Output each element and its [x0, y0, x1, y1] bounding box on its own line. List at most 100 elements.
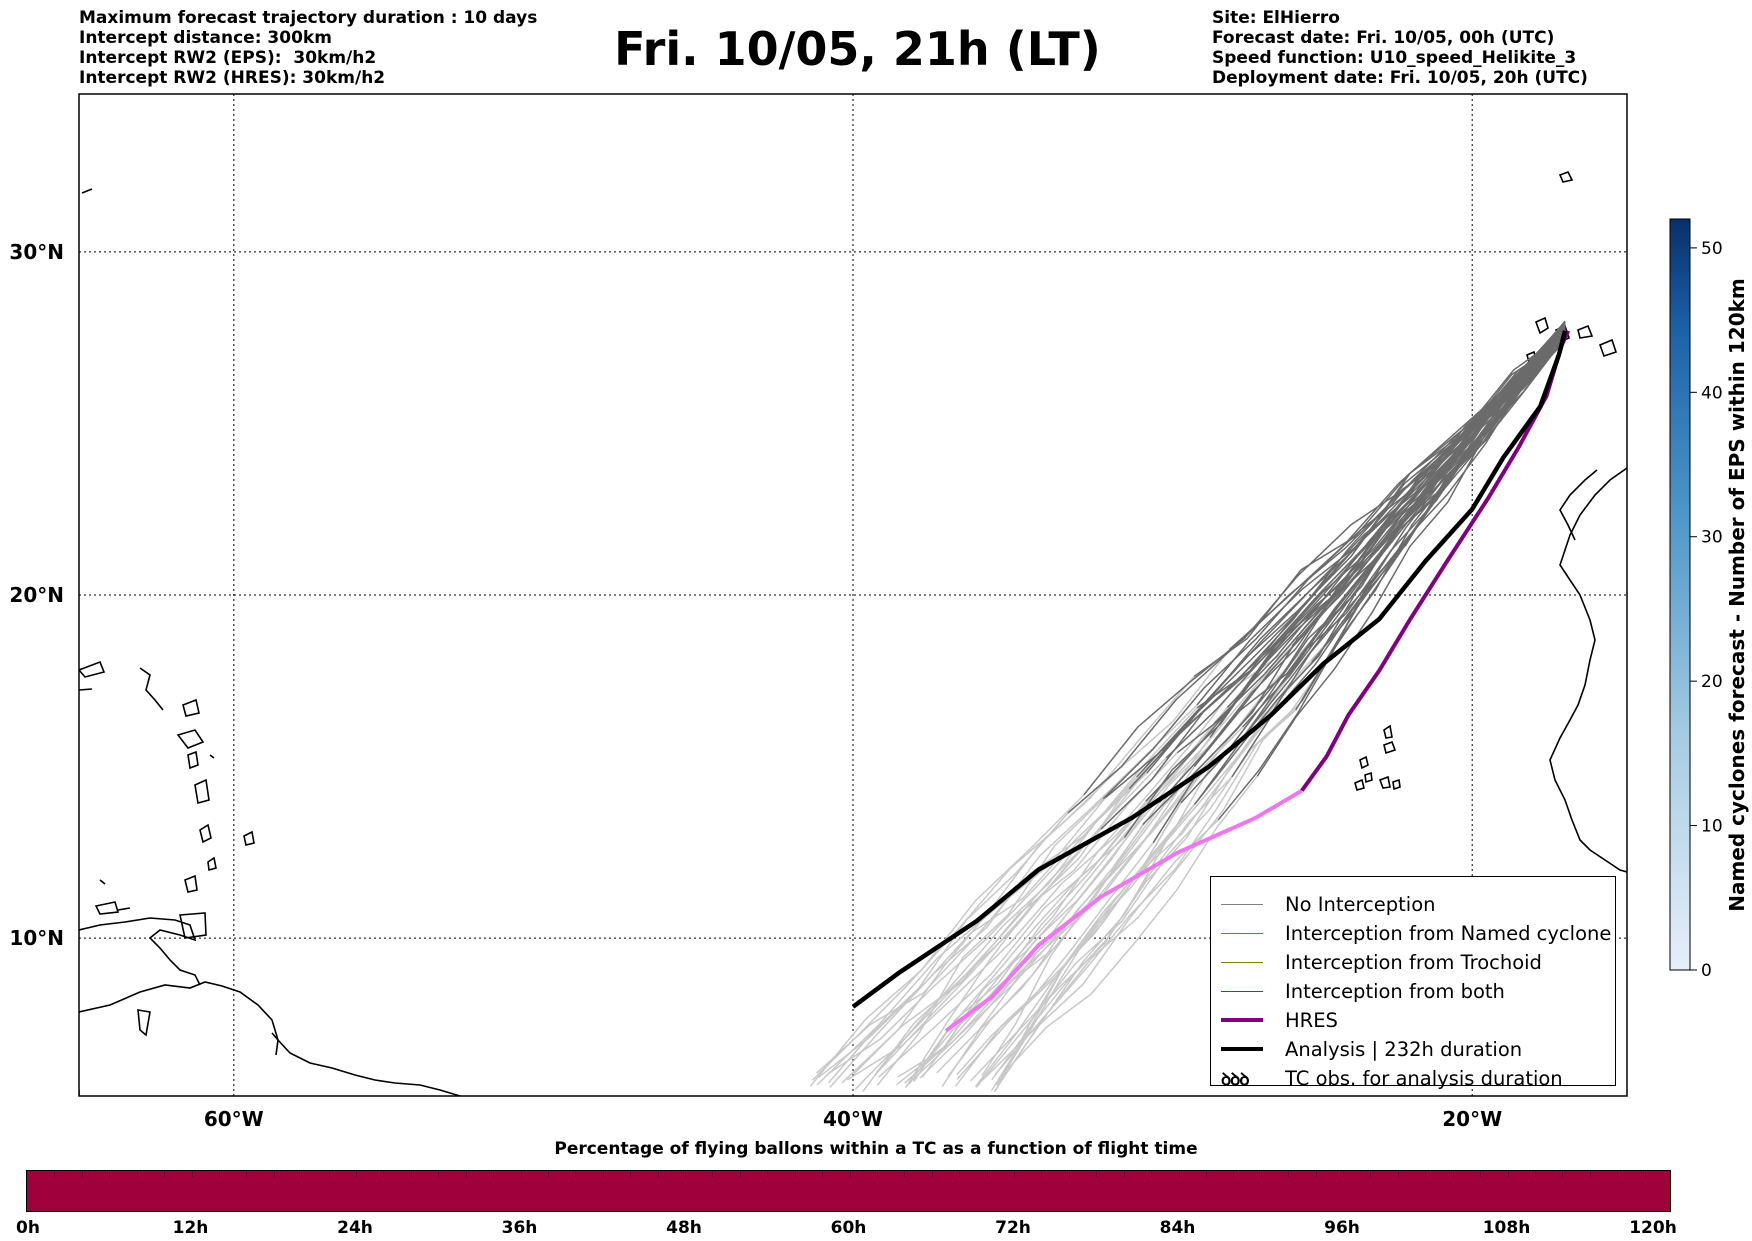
- canary-d: [1598, 338, 1618, 358]
- header-info-left: Maximum forecast trajectory duration : 1…: [79, 8, 537, 88]
- ensemble-track-light: [809, 794, 1085, 1087]
- map-frame: [78, 93, 1628, 1097]
- cape-verde-g: [1392, 778, 1401, 791]
- island-small-w: [79, 688, 93, 691]
- legend-swatch: [1221, 932, 1263, 934]
- legend-swatch: [1221, 990, 1263, 992]
- island-grenada: [184, 874, 198, 893]
- colorbar-tick-label: 10: [1701, 817, 1723, 837]
- timebar-tick: [109, 1171, 111, 1177]
- ensemble-track-light: [994, 709, 1297, 1076]
- timebar-tick: [1617, 1171, 1619, 1177]
- timebar-tick: [1370, 1171, 1372, 1177]
- timebar-tick: [273, 1171, 275, 1177]
- timebar-tick: [383, 1171, 385, 1177]
- legend-item-tc-obs: ꝺꝺꝺ TC obs. for analysis duration: [1211, 1065, 1563, 1091]
- ensemble-track-light: [936, 645, 1293, 1074]
- tc-symbol-icon: ꝺꝺꝺ: [1221, 1069, 1250, 1090]
- timebar-tick: [1288, 1171, 1290, 1177]
- header-line-deployment-date: Deployment date: Fri. 10/05, 20h (UTC): [1212, 68, 1588, 88]
- island-stlucia: [199, 823, 212, 844]
- ensemble-track: [1083, 333, 1566, 796]
- legend-item-both: Interception from both: [1211, 978, 1505, 1004]
- legend-label: HRES: [1285, 1008, 1338, 1032]
- ensemble-track-light: [874, 750, 1163, 1076]
- ensemble-track-light: [826, 707, 1198, 1076]
- cape-verde-b: [1383, 740, 1397, 755]
- ensemble-track-light: [853, 676, 1195, 1075]
- lat-label: 20°N: [9, 583, 64, 607]
- island-small-d: [99, 879, 106, 885]
- timebar-hour-label: 84h: [1159, 1218, 1196, 1238]
- ensemble-track: [1161, 324, 1566, 752]
- timebar-tick: [547, 1171, 549, 1177]
- colorbar: [1669, 218, 1691, 971]
- ensemble-track: [1209, 322, 1566, 738]
- timebar-tick: [822, 1171, 824, 1177]
- timebar-tick: [328, 1171, 330, 1177]
- timebar-tick: [218, 1171, 220, 1177]
- africa-coast: [1549, 467, 1627, 873]
- header-info-right: Site: ElHierro Forecast date: Fri. 10/05…: [1212, 8, 1588, 88]
- timebar-hour-label: 72h: [995, 1218, 1031, 1238]
- colorbar-tick-label: 40: [1701, 383, 1723, 403]
- timebar-tick: [438, 1171, 440, 1177]
- timebar-caption: Percentage of flying ballons within a TC…: [554, 1139, 1198, 1159]
- cape-verde-e: [1364, 771, 1373, 784]
- legend-swatch: [1221, 903, 1263, 905]
- legend: No Interception Interception from Named …: [1210, 876, 1616, 1090]
- timebar-hour-label: 120h: [1629, 1218, 1677, 1238]
- legend-label: Interception from Named cyclone: [1285, 921, 1612, 945]
- ensemble-track: [1196, 327, 1566, 709]
- cape-verde-a: [1383, 724, 1393, 739]
- timebar-tick: [1644, 1171, 1646, 1177]
- timebar-tick: [1014, 1171, 1015, 1177]
- timebar-tick: [1589, 1171, 1591, 1177]
- colorbar-tick-label: 0: [1701, 961, 1712, 981]
- colorbar-tick-label: 30: [1701, 528, 1723, 548]
- ensemble-track-light: [941, 766, 1195, 1087]
- ensemble-track-light: [816, 796, 1107, 1086]
- timebar-tick: [81, 1171, 83, 1177]
- island-antigua: [182, 698, 200, 717]
- colorbar-tick-label: 20: [1701, 672, 1723, 692]
- main-trajectories: [851, 329, 1571, 1033]
- axis-labels: 60°W 40°W 20°W 30°N 20°N 10°N: [9, 240, 1502, 1131]
- canary-c: [1577, 324, 1594, 339]
- timebar-tick: [1480, 1171, 1482, 1177]
- timebar-tick: [1397, 1171, 1399, 1177]
- timebar-tick: [1315, 1171, 1317, 1177]
- timebar-tick: [849, 1171, 851, 1177]
- legend-label: No Interception: [1285, 892, 1436, 916]
- legend-item-no-interception: No Interception: [1211, 891, 1436, 917]
- legend-swatch: [1221, 1047, 1263, 1051]
- header-line-intercept-eps: Intercept RW2 (EPS): 30km/h2: [79, 48, 377, 68]
- timebar-hour-label: 96h: [1324, 1218, 1360, 1238]
- trinidad-island: [179, 912, 207, 939]
- timebar-tick: [136, 1171, 138, 1177]
- legend-label: TC obs. for analysis duration: [1285, 1066, 1563, 1090]
- timebar-tick: [493, 1171, 495, 1177]
- ensemble-members-no-interception: [1067, 320, 1566, 844]
- legend-item-hres: HRES: [1211, 1007, 1338, 1033]
- ensemble-track: [1193, 332, 1566, 678]
- timebar-tick: [657, 1171, 659, 1177]
- legend-swatch: [1221, 1018, 1263, 1022]
- timebar-tick: [876, 1171, 878, 1177]
- timebar-tick: [246, 1171, 248, 1177]
- timebar-tick: [739, 1171, 741, 1177]
- island-dominica: [187, 750, 199, 770]
- ensemble-track-light: [862, 757, 1167, 1093]
- timebar-tick: [520, 1171, 522, 1177]
- island-barbados: [243, 830, 255, 846]
- timebar-tick: [712, 1171, 714, 1177]
- page-title: Fri. 10/05, 21h (LT): [614, 22, 1101, 76]
- colorbar-label: Named cyclones forecast - Number of EPS …: [1725, 278, 1749, 912]
- island-stvincent: [207, 856, 217, 872]
- ensemble-track: [1329, 337, 1566, 658]
- timebar-tick: [1151, 1171, 1153, 1177]
- ensemble-track: [1300, 334, 1566, 703]
- lon-label: 20°W: [1442, 1107, 1502, 1131]
- timebar-tick: [1096, 1171, 1098, 1177]
- legend-label: Analysis | 232h duration: [1285, 1037, 1523, 1061]
